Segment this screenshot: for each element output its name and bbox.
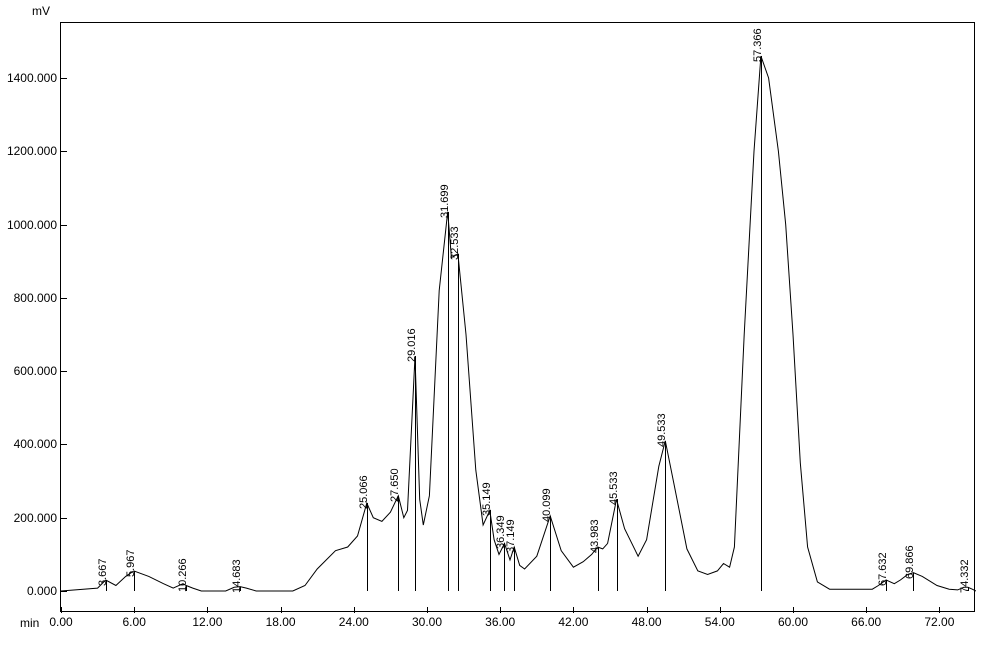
- peak-label: 57.366: [752, 28, 764, 62]
- x-tick: [573, 607, 574, 613]
- x-tick: [281, 607, 282, 613]
- y-tick-label: 400.000: [14, 437, 57, 451]
- signal-curve: [61, 23, 976, 613]
- x-tick: [427, 607, 428, 613]
- x-tick: [500, 607, 501, 613]
- y-tick-label: 600.000: [14, 364, 57, 378]
- x-tick-label: 66.00: [851, 615, 881, 629]
- peak-label: 5.967: [125, 549, 137, 577]
- x-tick: [134, 607, 135, 613]
- peak-dropline: [550, 516, 551, 591]
- x-tick-label: 36.00: [485, 615, 515, 629]
- y-tick: [61, 518, 67, 519]
- x-tick-label: 54.00: [705, 615, 735, 629]
- peak-dropline: [458, 254, 459, 591]
- peak-dropline: [490, 510, 491, 591]
- x-tick-label: 6.00: [123, 615, 146, 629]
- peak-dropline: [415, 356, 416, 591]
- x-tick-label: 24.00: [339, 615, 369, 629]
- peak-label: 25.066: [358, 475, 370, 509]
- x-tick-label: 18.00: [266, 615, 296, 629]
- x-tick-label: 42.00: [558, 615, 588, 629]
- y-tick: [61, 444, 67, 445]
- peak-dropline: [514, 547, 515, 591]
- peak-label: 69.866: [904, 545, 916, 579]
- y-tick-label: 0.000: [27, 584, 57, 598]
- y-tick: [61, 151, 67, 152]
- y-axis-unit: mV: [32, 4, 50, 18]
- peak-label: 32.533: [449, 226, 461, 260]
- y-tick-label: 1000.000: [7, 218, 57, 232]
- x-tick-label: 0.00: [49, 615, 72, 629]
- peak-label: 35.149: [481, 483, 493, 517]
- x-tick: [61, 607, 62, 613]
- peak-label: 14.683: [231, 559, 243, 593]
- y-tick-label: 200.000: [14, 511, 57, 525]
- peak-label: 49.533: [656, 413, 668, 447]
- peak-label: 43.983: [589, 519, 601, 553]
- peak-label: 29.016: [406, 329, 418, 363]
- peak-label: 31.699: [439, 184, 451, 218]
- x-tick: [207, 607, 208, 613]
- y-tick: [61, 78, 67, 79]
- peak-label: 27.650: [389, 468, 401, 502]
- y-tick-label: 1400.000: [7, 71, 57, 85]
- x-tick: [793, 607, 794, 613]
- x-tick-label: 72.00: [924, 615, 954, 629]
- peak-label: 67.632: [877, 552, 889, 586]
- peak-dropline: [398, 496, 399, 591]
- y-tick: [61, 371, 67, 372]
- peak-label: 74.332: [959, 560, 971, 594]
- peak-dropline: [617, 499, 618, 591]
- chromatogram-chart: { "canvas": { "w": 1000, "h": 652 }, "pl…: [0, 0, 1000, 652]
- x-tick-label: 30.00: [412, 615, 442, 629]
- peak-label: 40.099: [541, 488, 553, 522]
- peak-label: 10.266: [177, 558, 189, 592]
- peak-dropline: [367, 503, 368, 591]
- x-tick: [647, 607, 648, 613]
- x-tick: [939, 607, 940, 613]
- y-tick-label: 800.000: [14, 291, 57, 305]
- x-tick-label: 48.00: [632, 615, 662, 629]
- y-tick-label: 1200.000: [7, 144, 57, 158]
- peak-dropline: [598, 547, 599, 591]
- y-tick: [61, 298, 67, 299]
- peak-label: 37.149: [505, 519, 517, 553]
- peak-label: 45.533: [608, 472, 620, 506]
- x-tick-label: 60.00: [778, 615, 808, 629]
- y-tick: [61, 591, 67, 592]
- x-tick: [354, 607, 355, 613]
- y-tick: [61, 225, 67, 226]
- x-tick-label: 12.00: [192, 615, 222, 629]
- x-tick: [720, 607, 721, 613]
- x-axis-unit: min: [20, 616, 39, 630]
- peak-dropline: [761, 56, 762, 591]
- peak-label: 3.667: [97, 558, 109, 586]
- peak-dropline: [665, 441, 666, 591]
- peak-dropline: [448, 212, 449, 591]
- plot-area: 0.000200.000400.000600.000800.0001000.00…: [60, 22, 975, 612]
- x-tick: [866, 607, 867, 613]
